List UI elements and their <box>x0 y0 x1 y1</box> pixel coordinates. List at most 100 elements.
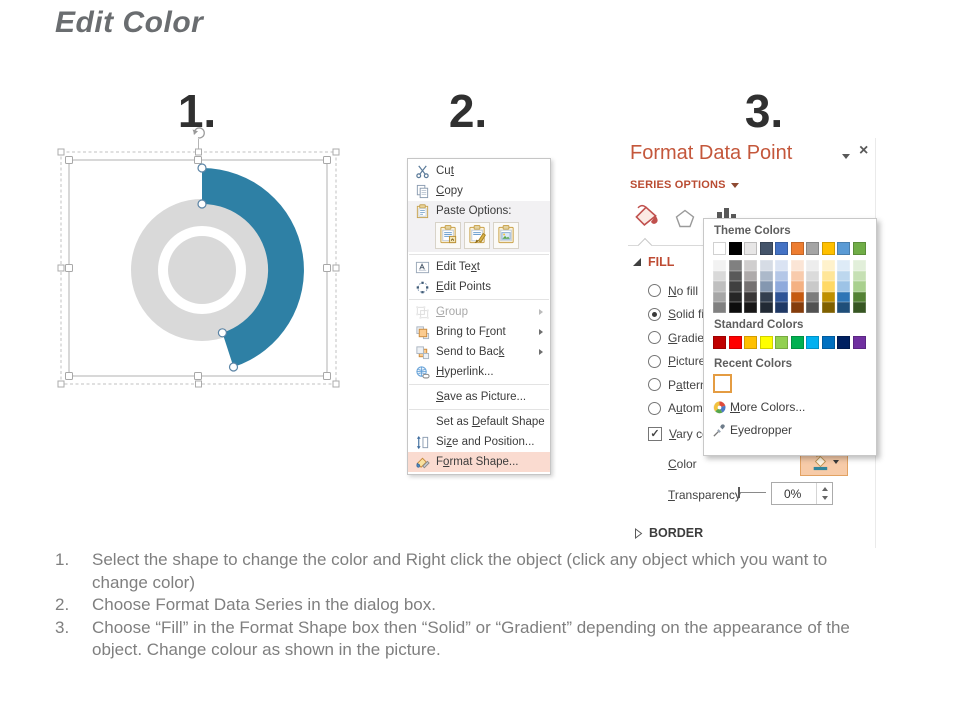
standard-color-swatch[interactable] <box>837 336 850 349</box>
theme-variant-swatch[interactable] <box>852 281 866 292</box>
theme-variant-swatch[interactable] <box>713 281 726 292</box>
menu-item-edit-points[interactable]: Edit Points <box>408 277 550 297</box>
series-options-header[interactable]: SERIES OPTIONS <box>630 179 739 191</box>
theme-color-swatch[interactable] <box>837 242 850 255</box>
theme-variant-swatch[interactable] <box>852 270 866 281</box>
theme-variant-swatch[interactable] <box>790 302 804 313</box>
theme-variant-swatch[interactable] <box>744 302 757 313</box>
theme-variant-swatch[interactable] <box>728 291 742 302</box>
theme-variant-swatch[interactable] <box>821 302 835 313</box>
more-colors-item[interactable]: More Colors... <box>708 396 868 418</box>
theme-variant-swatch[interactable] <box>759 270 773 281</box>
paste-picture-button[interactable] <box>493 222 519 249</box>
standard-color-swatch[interactable] <box>744 336 757 349</box>
transparency-spinbox[interactable]: 0% <box>771 482 833 505</box>
theme-variant-swatch[interactable] <box>790 291 804 302</box>
menu-item-hyperlink[interactable]: Hyperlink... <box>408 362 550 382</box>
theme-variant-swatch[interactable] <box>728 260 742 271</box>
theme-color-swatch[interactable] <box>790 242 804 255</box>
menu-item-send-to-back[interactable]: Send to Back <box>408 342 550 362</box>
border-section-header[interactable]: BORDER <box>634 526 703 540</box>
menu-item-set-as-default-shape[interactable]: Set as Default Shape <box>408 412 550 432</box>
theme-variant-swatch[interactable] <box>837 291 850 302</box>
theme-variant-swatch[interactable] <box>821 291 835 302</box>
eyedropper-item[interactable]: Eyedropper <box>708 419 868 441</box>
menu-item-edit-text[interactable]: Edit Text <box>408 257 550 277</box>
fill-option-no-fill[interactable]: No fill <box>648 284 774 298</box>
theme-variant-swatch[interactable] <box>790 260 804 271</box>
theme-variant-swatch[interactable] <box>821 281 835 292</box>
menu-item-format-shape[interactable]: Format Shape... <box>408 452 550 472</box>
transparency-value[interactable]: 0% <box>784 486 802 501</box>
theme-color-swatch[interactable] <box>759 242 773 255</box>
theme-color-swatch[interactable] <box>806 242 819 255</box>
theme-variant-swatch[interactable] <box>775 302 788 313</box>
pane-menu-icon[interactable] <box>842 154 850 159</box>
theme-variant-swatch[interactable] <box>837 260 850 271</box>
theme-variant-swatch[interactable] <box>713 260 726 271</box>
recent-color-swatch-selected[interactable] <box>713 374 732 393</box>
theme-variant-swatch[interactable] <box>759 260 773 271</box>
menu-item-copy[interactable]: Copy <box>408 181 550 201</box>
theme-variant-swatch[interactable] <box>728 270 742 281</box>
theme-color-swatch[interactable] <box>821 242 835 255</box>
paste-keep-source-button[interactable] <box>435 222 461 249</box>
theme-variant-swatch[interactable] <box>713 291 726 302</box>
theme-variant-swatch[interactable] <box>852 302 866 313</box>
theme-color-swatch[interactable] <box>713 242 726 255</box>
theme-variant-swatch[interactable] <box>713 270 726 281</box>
selected-donut-chart[interactable] <box>50 118 350 393</box>
theme-variant-swatch[interactable] <box>790 281 804 292</box>
transparency-slider-handle[interactable] <box>738 487 740 498</box>
menu-item-bring-to-front[interactable]: Bring to Front <box>408 322 550 342</box>
theme-variant-swatch[interactable] <box>806 260 819 271</box>
theme-variant-swatch[interactable] <box>852 291 866 302</box>
theme-variant-swatch[interactable] <box>837 281 850 292</box>
menu-item-group[interactable]: Group <box>408 302 550 322</box>
standard-color-swatch[interactable] <box>852 336 866 349</box>
menu-item-paste-options[interactable]: Paste Options: <box>408 201 550 221</box>
standard-color-swatch[interactable] <box>759 336 773 349</box>
theme-variant-swatch[interactable] <box>790 270 804 281</box>
theme-variant-swatch[interactable] <box>821 270 835 281</box>
paste-use-theme-button[interactable] <box>464 222 490 249</box>
theme-variant-swatch[interactable] <box>852 260 866 271</box>
theme-variant-swatch[interactable] <box>759 291 773 302</box>
theme-color-swatch[interactable] <box>775 242 788 255</box>
close-icon[interactable]: × <box>859 142 869 159</box>
standard-color-swatch[interactable] <box>821 336 835 349</box>
theme-variant-swatch[interactable] <box>806 291 819 302</box>
transparency-slider-track[interactable] <box>740 492 766 493</box>
theme-variant-swatch[interactable] <box>775 291 788 302</box>
theme-variant-swatch[interactable] <box>744 270 757 281</box>
menu-item-save-as-picture[interactable]: Save as Picture... <box>408 387 550 407</box>
theme-variant-swatch[interactable] <box>837 270 850 281</box>
theme-variant-swatch[interactable] <box>806 281 819 292</box>
tab-effects[interactable] <box>672 206 698 232</box>
theme-variant-swatch[interactable] <box>728 281 742 292</box>
spin-down-icon[interactable] <box>821 495 828 500</box>
tab-fill-and-line[interactable] <box>630 202 662 234</box>
theme-variant-swatch[interactable] <box>744 281 757 292</box>
standard-color-swatch[interactable] <box>790 336 804 349</box>
theme-variant-swatch[interactable] <box>759 281 773 292</box>
theme-variant-swatch[interactable] <box>728 302 742 313</box>
theme-variant-swatch[interactable] <box>759 302 773 313</box>
theme-color-swatch[interactable] <box>728 242 742 255</box>
theme-variant-swatch[interactable] <box>806 270 819 281</box>
theme-variant-swatch[interactable] <box>775 281 788 292</box>
standard-color-swatch[interactable] <box>728 336 742 349</box>
theme-variant-swatch[interactable] <box>837 302 850 313</box>
standard-color-swatch[interactable] <box>713 336 726 349</box>
fill-section-header[interactable]: FILL <box>632 255 674 269</box>
theme-color-swatch[interactable] <box>852 242 866 255</box>
theme-variant-swatch[interactable] <box>806 302 819 313</box>
theme-variant-swatch[interactable] <box>821 260 835 271</box>
standard-color-swatch[interactable] <box>775 336 788 349</box>
spinner-arrows[interactable] <box>816 483 832 504</box>
spin-up-icon[interactable] <box>821 487 828 492</box>
fill-option-solid-fill[interactable]: Solid fill <box>648 307 774 321</box>
standard-color-swatch[interactable] <box>806 336 819 349</box>
theme-variant-swatch[interactable] <box>775 270 788 281</box>
theme-color-swatch[interactable] <box>744 242 757 255</box>
